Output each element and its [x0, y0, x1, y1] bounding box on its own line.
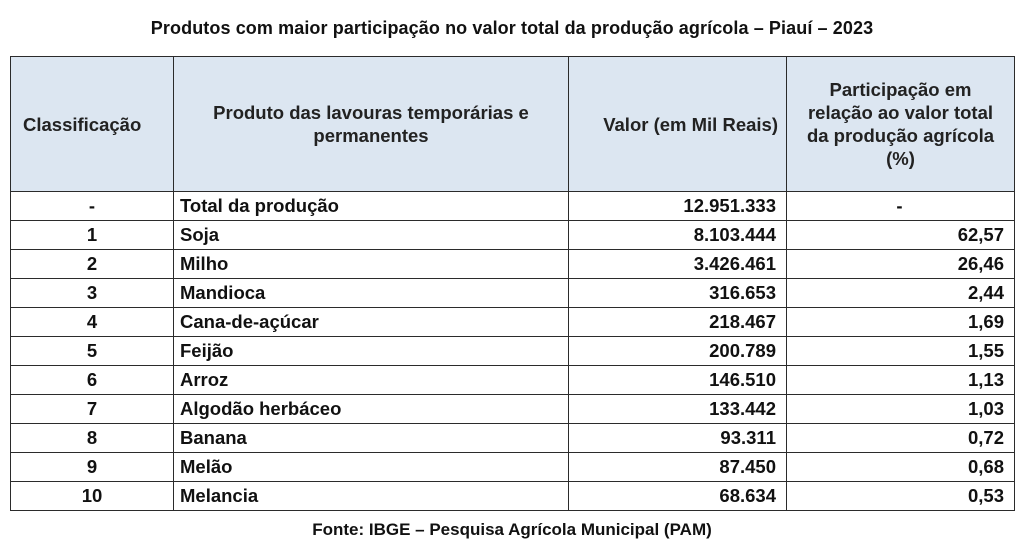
rank-cell: 5 — [10, 336, 174, 366]
rank-cell: 2 — [10, 249, 174, 279]
table-title: Produtos com maior participação no valor… — [150, 18, 874, 38]
rank-cell: 10 — [10, 481, 174, 511]
share-cell: 1,13 — [786, 365, 1015, 395]
header-row: Classificação Produto das lavouras tempo… — [10, 56, 1015, 192]
table-row: 2 Milho 3.426.461 26,46 — [10, 249, 1015, 279]
value-cell: 133.442 — [568, 394, 787, 424]
rank-cell: 6 — [10, 365, 174, 395]
share-cell: 62,57 — [786, 220, 1015, 250]
header-valor: Valor (em Mil Reais) — [568, 56, 787, 192]
table-row: 3 Mandioca 316.653 2,44 — [10, 278, 1015, 308]
share-cell: 2,44 — [786, 278, 1015, 308]
value-cell: 68.634 — [568, 481, 787, 511]
product-cell: Milho — [173, 249, 569, 279]
value-cell: 87.450 — [568, 452, 787, 482]
product-cell: Banana — [173, 423, 569, 453]
value-cell: 3.426.461 — [568, 249, 787, 279]
header-produto: Produto das lavouras temporárias e perma… — [173, 56, 569, 192]
table-row: 5 Feijão 200.789 1,55 — [10, 336, 1015, 366]
product-cell: Algodão herbáceo — [173, 394, 569, 424]
rank-cell: - — [10, 191, 174, 221]
table-row: 9 Melão 87.450 0,68 — [10, 452, 1015, 482]
share-cell: 0,72 — [786, 423, 1015, 453]
value-cell: 146.510 — [568, 365, 787, 395]
rank-cell: 4 — [10, 307, 174, 337]
source-note: Fonte: IBGE – Pesquisa Agrícola Municipa… — [312, 520, 712, 539]
header-classificacao: Classificação — [10, 56, 174, 192]
rank-cell: 7 — [10, 394, 174, 424]
production-table: Classificação Produto das lavouras tempo… — [10, 56, 1015, 511]
table-row: 6 Arroz 146.510 1,13 — [10, 365, 1015, 395]
value-cell: 8.103.444 — [568, 220, 787, 250]
table-row: 8 Banana 93.311 0,72 — [10, 423, 1015, 453]
share-cell: 1,55 — [786, 336, 1015, 366]
product-cell: Mandioca — [173, 278, 569, 308]
table-row: 1 Soja 8.103.444 62,57 — [10, 220, 1015, 250]
product-cell: Melancia — [173, 481, 569, 511]
product-cell: Soja — [173, 220, 569, 250]
product-cell: Total da produção — [173, 191, 569, 221]
share-cell: 1,03 — [786, 394, 1015, 424]
table-row: 10 Melancia 68.634 0,53 — [10, 481, 1015, 511]
table-row: 4 Cana-de-açúcar 218.467 1,69 — [10, 307, 1015, 337]
share-cell: 26,46 — [786, 249, 1015, 279]
product-cell: Arroz — [173, 365, 569, 395]
product-cell: Cana-de-açúcar — [173, 307, 569, 337]
rank-cell: 9 — [10, 452, 174, 482]
share-cell: 1,69 — [786, 307, 1015, 337]
product-cell: Melão — [173, 452, 569, 482]
rank-cell: 1 — [10, 220, 174, 250]
share-cell: 0,68 — [786, 452, 1015, 482]
value-cell: 93.311 — [568, 423, 787, 453]
share-cell: - — [786, 191, 1015, 221]
value-cell: 12.951.333 — [568, 191, 787, 221]
product-cell: Feijão — [173, 336, 569, 366]
value-cell: 316.653 — [568, 278, 787, 308]
header-participacao: Participação em relação ao valor total d… — [786, 56, 1015, 192]
table-row: 7 Algodão herbáceo 133.442 1,03 — [10, 394, 1015, 424]
table-row: - Total da produção 12.951.333 - — [10, 191, 1015, 221]
share-cell: 0,53 — [786, 481, 1015, 511]
value-cell: 218.467 — [568, 307, 787, 337]
value-cell: 200.789 — [568, 336, 787, 366]
rank-cell: 3 — [10, 278, 174, 308]
rank-cell: 8 — [10, 423, 174, 453]
